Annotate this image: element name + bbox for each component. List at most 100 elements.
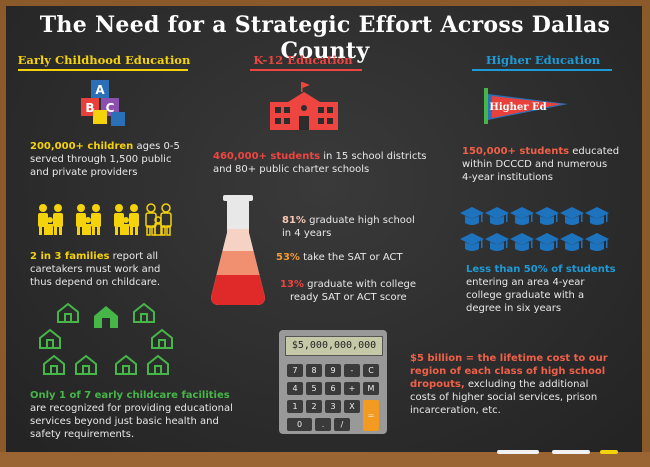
heading-k12: K-12 Education [253, 53, 353, 67]
k12-stat-dropout-cost-line3: excluding the additional [464, 379, 589, 390]
early-stat-families: 2 in 3 families report all caretakers mu… [30, 250, 230, 289]
k12-flask-stat-sat-highlight: 53% [276, 252, 300, 263]
higher-stat-students-line2: within DCCCD and numerous [462, 159, 608, 170]
childcare-houses-icon [39, 302, 173, 375]
graduation-cap-icon [485, 207, 509, 225]
higher-stat-graduation-line1: entering an area 4-year [466, 277, 585, 288]
graduation-cap-icon [585, 233, 609, 251]
page-title: The Need for a Strategic Effort Across D… [39, 12, 611, 64]
k12-stat-dropout-cost-line4: costs of higher social services, prison [410, 392, 598, 403]
graduation-cap-icon [510, 207, 534, 225]
calculator-icon: $5,000,000,000 7 8 9- C 4 5 6 + M 1 2 3 X 0. / = [279, 330, 387, 434]
graduation-cap-icon [510, 233, 534, 251]
heading-underline-k12 [250, 69, 362, 71]
calculator-key: 2 [306, 400, 322, 413]
k12-flask-stat-sat-text: take the SAT or ACT [299, 252, 403, 263]
k12-flask-stat-ready: 13% graduate with college ready SAT or A… [280, 278, 450, 304]
k12-stat-dropout-cost-line5: incarceration, etc. [410, 405, 501, 416]
calculator-key: 9 [325, 364, 341, 377]
k12-stat-dropout-cost-line1: $5 billion = the lifetime cost to our [410, 353, 608, 364]
higher-stat-graduation: Less than 50% of students entering an ar… [466, 263, 646, 315]
calculator-key: 3 [325, 400, 341, 413]
k12-flask-stat-ready-line2: ready SAT or ACT score [290, 292, 407, 303]
calculator-key: 1 [287, 400, 303, 413]
graduation-cap-icon [560, 207, 584, 225]
early-stat-children-text: ages 0-5 [133, 141, 180, 152]
chalk-yellow [600, 450, 618, 454]
k12-flask-stat-sat: 53% take the SAT or ACT [276, 251, 446, 264]
k12-flask-stat-graduate-line2: in 4 years [282, 228, 332, 239]
early-stat-children-line3: and private providers [30, 167, 138, 178]
heading-higher-ed: Higher Education [485, 53, 601, 67]
pennant-icon: Higher Ed [484, 88, 568, 124]
k12-stat-students: 460,000+ students in 15 school districts… [213, 150, 443, 176]
svg-text:B: B [85, 101, 94, 115]
graduation-cap-icon [460, 207, 484, 225]
k12-stat-students-highlight: 460,000+ students [213, 151, 321, 162]
calculator-display: $5,000,000,000 [285, 336, 383, 356]
higher-stat-graduation-line2: college graduate with a [466, 290, 585, 301]
k12-stat-students-line2: and 80+ public charter schools [213, 164, 370, 175]
early-stat-children: 200,000+ children ages 0-5 served throug… [30, 140, 230, 179]
flask-icon [211, 195, 265, 305]
chalk-ledge [0, 452, 650, 467]
calculator-key: 0 [287, 418, 312, 431]
graduation-cap-icon [585, 207, 609, 225]
calculator-key: 7 [287, 364, 303, 377]
calculator-key: + [344, 382, 360, 395]
calculator-key: - [344, 364, 360, 377]
chalk-white [497, 450, 539, 454]
calculator-key: / [334, 418, 350, 431]
higher-stat-graduation-highlight: Less than 50% of students [466, 264, 616, 275]
higher-stat-graduation-line3: degree in six years [466, 303, 562, 314]
calculator-key: X [344, 400, 360, 413]
early-stat-facilities-line2: services beyond just basic health and [30, 416, 219, 427]
heading-early-childhood: Early Childhood Education [17, 53, 191, 67]
abc-blocks-icon: A B C [81, 80, 125, 126]
calculator-key: 8 [306, 364, 322, 377]
school-building-icon [270, 82, 338, 130]
calculator-key: 6 [325, 382, 341, 395]
early-stat-children-line2: served through 1,500 public [30, 154, 172, 165]
k12-stat-dropout-cost-line3-highlight: dropouts, [410, 379, 465, 390]
calculator-key-equals: = [363, 400, 379, 431]
heading-underline-early [18, 69, 188, 71]
higher-stat-students-text: educated [569, 146, 620, 157]
early-stat-children-highlight: 200,000+ children [30, 141, 134, 152]
k12-stat-students-text: in 15 school districts [320, 151, 427, 162]
k12-flask-stat-graduate-text: graduate high school [305, 215, 415, 226]
higher-stat-students: 150,000+ students educated within DCCCD … [462, 145, 650, 184]
graduation-caps-icon [460, 207, 609, 251]
calculator-key: M [363, 382, 379, 395]
calculator-key: 5 [306, 382, 322, 395]
higher-stat-students-highlight: 150,000+ students [462, 146, 570, 157]
graduation-cap-icon [485, 233, 509, 251]
calculator-key: . [315, 418, 331, 431]
graduation-cap-icon [535, 233, 559, 251]
early-stat-facilities-line1: are recognized for providing educational [30, 403, 233, 414]
early-stat-facilities-highlight: Only 1 of 7 early childcare facilities [30, 390, 230, 401]
k12-flask-stat-ready-highlight: 13% [280, 279, 304, 290]
k12-flask-stat-ready-text: graduate with college [303, 279, 416, 290]
graduation-cap-icon [535, 207, 559, 225]
early-stat-families-highlight: 2 in 3 families [30, 251, 110, 262]
early-stat-families-text: report all [109, 251, 159, 262]
k12-flask-stat-graduate: 81% graduate high school in 4 years [282, 214, 452, 240]
chalk-white-2 [552, 450, 590, 454]
higher-stat-students-line3: 4-year institutions [462, 172, 553, 183]
early-stat-facilities-line3: safety requirements. [30, 429, 135, 440]
early-stat-families-line3: thus depend on childcare. [30, 277, 161, 288]
pennant-label: Higher Ed [489, 102, 546, 113]
early-stat-families-line2: caretakers must work and [30, 264, 161, 275]
k12-flask-stat-graduate-highlight: 81% [282, 215, 306, 226]
k12-stat-dropout-cost-line2: region of each class of high school [410, 366, 606, 377]
graduation-cap-icon [460, 233, 484, 251]
graduation-cap-icon [560, 233, 584, 251]
family-icon [38, 203, 172, 236]
early-stat-facilities: Only 1 of 7 early childcare facilities a… [30, 389, 260, 441]
heading-underline-higher [472, 69, 612, 71]
svg-text:A: A [95, 83, 105, 97]
calculator-key: C [363, 364, 379, 377]
svg-text:C: C [106, 101, 115, 115]
calculator-key: 4 [287, 382, 303, 395]
